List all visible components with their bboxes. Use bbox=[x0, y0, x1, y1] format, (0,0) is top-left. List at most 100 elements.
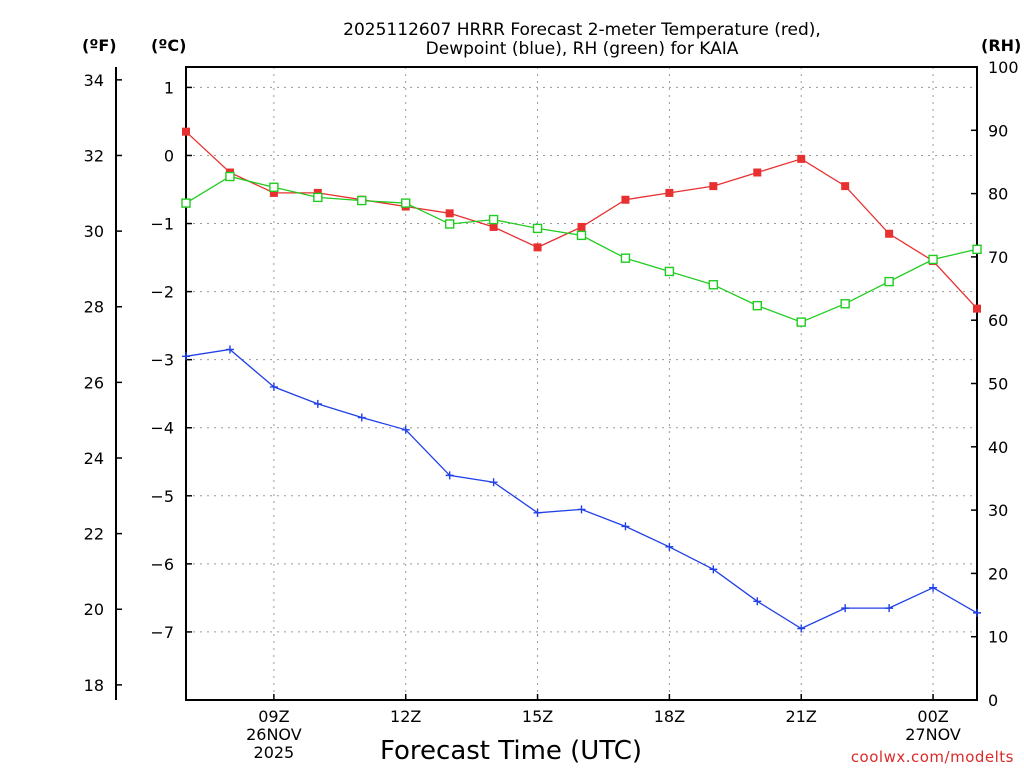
rh-tick-label: 50 bbox=[988, 375, 1008, 394]
rh-point bbox=[357, 195, 367, 206]
x-tick-label: 18Z bbox=[654, 707, 685, 726]
temperature-point bbox=[621, 195, 630, 204]
chart-title: 2025112607 HRRR Forecast 2-meter Tempera… bbox=[343, 20, 821, 59]
series-rh bbox=[181, 171, 982, 327]
rh-tick-label: 20 bbox=[988, 564, 1008, 583]
dewpoint-point bbox=[841, 604, 850, 613]
rh-point bbox=[796, 317, 806, 327]
rh-point bbox=[576, 230, 587, 241]
dewpoint-point bbox=[665, 542, 674, 551]
rh-point bbox=[972, 244, 982, 255]
rh-line bbox=[185, 175, 978, 323]
fahrenheit-tick-label: 20 bbox=[84, 600, 104, 619]
rh-unit-label: (RH) bbox=[981, 36, 1021, 55]
dewpoint-point bbox=[973, 608, 981, 617]
dewpoint-point bbox=[577, 505, 586, 514]
temperature-line bbox=[185, 131, 978, 310]
x-tick-label: 00Z bbox=[917, 707, 948, 726]
dewpoint-point bbox=[225, 345, 234, 354]
dewpoint-point bbox=[401, 425, 410, 434]
temperature-point bbox=[533, 243, 542, 252]
x-tick-label: 26NOV bbox=[246, 725, 302, 744]
temperature-point bbox=[753, 168, 762, 177]
celsius-tick-label: −2 bbox=[150, 283, 174, 302]
fahrenheit-tick-label: 32 bbox=[84, 146, 104, 165]
temperature-point bbox=[797, 154, 806, 163]
rh-tick-label: 60 bbox=[988, 311, 1008, 330]
x-tick-label: 21Z bbox=[786, 707, 817, 726]
x-tick-label: 09Z bbox=[258, 707, 289, 726]
series-temperature bbox=[182, 127, 981, 313]
dewpoint-point bbox=[753, 597, 762, 606]
rh-tick-label: 30 bbox=[988, 501, 1008, 520]
title-line-1: 2025112607 HRRR Forecast 2-meter Tempera… bbox=[343, 20, 821, 40]
rh-tick-label: 0 bbox=[988, 691, 998, 710]
title-line-2: Dewpoint (blue), RH (green) for KAIA bbox=[426, 39, 739, 59]
rh-point bbox=[708, 280, 719, 290]
fahrenheit-tick-label: 28 bbox=[84, 298, 104, 317]
temperature-point bbox=[841, 182, 850, 191]
rh-point bbox=[401, 198, 411, 208]
fahrenheit-tick-label: 26 bbox=[84, 373, 104, 392]
temperature-point bbox=[665, 188, 674, 197]
fahrenheit-unit-label: (ºF) bbox=[82, 36, 117, 55]
rh-tick-label: 40 bbox=[988, 438, 1008, 457]
celsius-tick-label: −3 bbox=[150, 351, 174, 370]
rh-tick-label: 10 bbox=[988, 628, 1008, 647]
dewpoint-point bbox=[709, 565, 718, 574]
x-tick-label: 27NOV bbox=[905, 725, 961, 744]
dewpoint-point bbox=[357, 413, 366, 422]
dewpoint-point bbox=[489, 478, 498, 487]
series-dewpoint bbox=[182, 345, 981, 633]
rh-point bbox=[269, 182, 279, 192]
celsius-tick-label: −5 bbox=[150, 487, 174, 506]
dewpoint-point bbox=[269, 382, 278, 391]
rh-tick-label: 70 bbox=[988, 248, 1008, 267]
dewpoint-point bbox=[445, 471, 454, 480]
dewpoint-point bbox=[885, 604, 894, 613]
dewpoint-point bbox=[797, 624, 806, 633]
dewpoint-point bbox=[621, 522, 630, 531]
temperature-point bbox=[885, 229, 894, 238]
rh-point bbox=[928, 254, 938, 265]
series bbox=[181, 127, 982, 633]
dewpoint-point bbox=[313, 399, 322, 408]
source-label: coolwx.com/modelts bbox=[851, 748, 1014, 766]
rh-point bbox=[225, 171, 235, 182]
dewpoint-point bbox=[533, 508, 542, 517]
fahrenheit-tick-label: 34 bbox=[84, 71, 104, 90]
dewpoint-point bbox=[182, 352, 190, 361]
rh-point bbox=[840, 299, 850, 309]
rh-tick-label: 90 bbox=[988, 121, 1008, 140]
rh-point bbox=[488, 214, 499, 225]
rh-point bbox=[313, 192, 323, 203]
x-axis-label: Forecast Time (UTC) bbox=[380, 736, 642, 766]
plot-frame bbox=[185, 66, 978, 701]
rh-point bbox=[752, 300, 762, 311]
axes: 34323028262422201810−1−2−3−4−5−6−7100908… bbox=[84, 58, 1019, 762]
temperature-point bbox=[489, 222, 498, 231]
rh-point bbox=[444, 219, 455, 229]
temperature-point bbox=[445, 209, 454, 218]
x-tick-label: 2025 bbox=[254, 743, 295, 762]
rh-tick-label: 80 bbox=[988, 185, 1008, 204]
x-tick-label: 12Z bbox=[390, 707, 421, 726]
celsius-tick-label: −4 bbox=[150, 419, 174, 438]
celsius-tick-label: −6 bbox=[150, 555, 174, 574]
rh-point bbox=[664, 266, 675, 277]
fahrenheit-tick-label: 22 bbox=[84, 525, 104, 544]
fahrenheit-tick-label: 24 bbox=[84, 449, 104, 468]
fahrenheit-tick-label: 30 bbox=[84, 222, 104, 241]
celsius-tick-label: 0 bbox=[164, 146, 174, 165]
celsius-tick-label: 1 bbox=[164, 78, 174, 97]
gridlines bbox=[186, 67, 977, 700]
celsius-tick-label: −1 bbox=[150, 215, 174, 234]
rh-tick-label: 100 bbox=[988, 58, 1019, 77]
celsius-tick-label: −7 bbox=[150, 623, 174, 642]
dewpoint-line bbox=[185, 348, 978, 630]
dewpoint-point bbox=[929, 583, 938, 592]
rh-point bbox=[181, 198, 191, 208]
temperature-point bbox=[973, 304, 981, 313]
temperature-point bbox=[269, 188, 278, 197]
